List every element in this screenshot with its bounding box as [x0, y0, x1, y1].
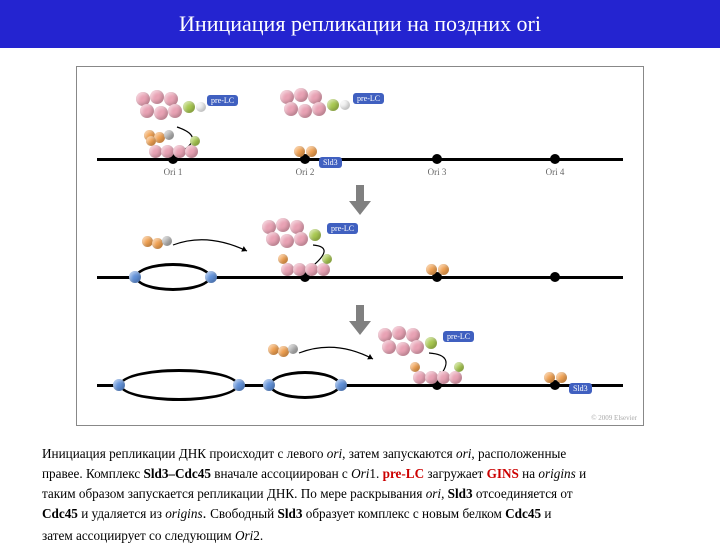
protein-ball [556, 372, 567, 383]
caption-line: Cdc45 и удаляется из origins. Свободный … [42, 503, 678, 526]
protein-ball [410, 362, 420, 372]
protein-ball [413, 371, 426, 384]
protein-ball [425, 371, 438, 384]
protein-ball [437, 371, 450, 384]
caption-line: таким образом запускается репликации ДНК… [42, 484, 678, 504]
caption-line: правее. Комплекс Sld3–Cdc45 вначале ассо… [42, 464, 678, 484]
caption-line: затем ассоциирует со следующим Ori2. [42, 526, 678, 546]
slide-title: Инициация репликации на поздних ori [179, 11, 541, 37]
protein-ball [449, 371, 462, 384]
credit-label: © 2009 Elsevier [591, 414, 637, 422]
replication-diagram: Ori 1Ori 2Ori 3Ori 4pre-LC pre-LCSld3 pr… [76, 66, 644, 426]
title-bar: Инициация репликации на поздних ori [0, 0, 720, 48]
protein-ball [454, 362, 464, 372]
caption-line: Инициация репликации ДНК происходит с ле… [42, 444, 678, 464]
protein-ball [544, 372, 555, 383]
protein-tag: Sld3 [569, 383, 592, 394]
caption: Инициация репликации ДНК происходит с ле… [0, 436, 720, 546]
